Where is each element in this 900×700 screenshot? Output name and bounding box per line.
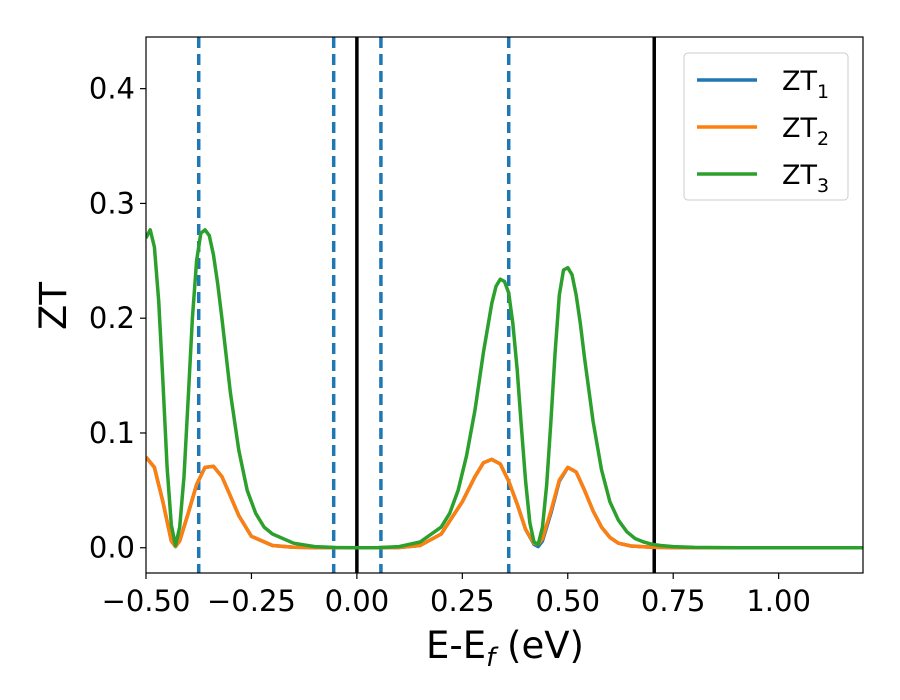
series-line-zt3: [146, 228, 863, 550]
legend-frame: [683, 52, 849, 201]
y-axis-label: ZT: [32, 282, 75, 330]
x-axis-label: E-Ef (eV): [426, 624, 584, 673]
x-tick-label: 0.00: [325, 584, 390, 618]
x-tick-label: −0.25: [207, 584, 296, 618]
y-tick-label: 0.4: [89, 72, 135, 106]
legend-label: ZT3: [782, 160, 829, 197]
y-tick-label: 0.3: [89, 186, 135, 220]
x-axis-ticks: −0.50 −0.25 0.00 0.25 0.50 0.75 1.00: [102, 573, 811, 618]
x-tick-label: 0.75: [641, 584, 706, 618]
y-tick-label: 0.2: [89, 301, 135, 335]
legend-entry: ZT2: [697, 113, 829, 150]
x-tick-label: 1.00: [746, 584, 811, 618]
x-tick-label: 0.50: [535, 584, 600, 618]
y-axis-ticks: 0.0 0.1 0.2 0.3 0.4: [89, 72, 146, 565]
x-tick-label: 0.25: [430, 584, 495, 618]
series-lines: [146, 228, 863, 550]
series-line-zt2: [146, 455, 863, 550]
legend: ZT1 ZT2 ZT3: [683, 52, 849, 201]
y-tick-label: 0.1: [89, 416, 135, 450]
y-tick-label: 0.0: [89, 531, 135, 565]
plot-area-frame: [145, 36, 864, 574]
legend-entry: ZT3: [697, 160, 829, 197]
x-tick-label: −0.50: [102, 584, 191, 618]
legend-label: ZT1: [782, 66, 829, 103]
legend-entry: ZT1: [697, 66, 829, 103]
legend-label: ZT2: [782, 113, 829, 150]
